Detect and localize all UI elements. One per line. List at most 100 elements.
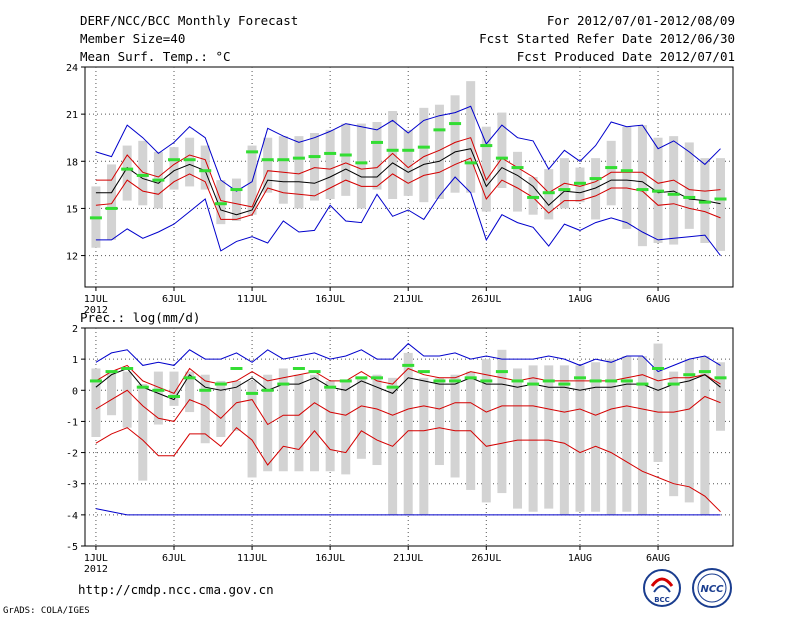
spread-box <box>716 158 726 251</box>
precip-panel-title: Prec.: log(mm/d) <box>80 310 200 325</box>
x-tick-label: 6AUG <box>646 553 670 564</box>
spread-box <box>606 140 616 206</box>
spread-box <box>310 374 320 472</box>
spread-box <box>450 374 460 478</box>
y-tick-label: 2 <box>72 324 78 335</box>
spread-box <box>200 145 210 190</box>
spread-box <box>481 126 491 212</box>
spread-box <box>107 164 117 240</box>
spread-box <box>294 374 304 472</box>
spread-box <box>138 140 148 206</box>
spread-box <box>91 368 101 437</box>
x-tick-label: 1JUL <box>84 294 108 305</box>
x-tick-year: 2012 <box>84 305 108 316</box>
spread-box <box>216 380 226 437</box>
spread-box <box>372 122 382 190</box>
x-tick-label: 21JUL <box>393 294 423 305</box>
y-tick-label: -3 <box>66 480 78 491</box>
spread-box <box>356 123 366 209</box>
ncc-logo: NCC <box>692 568 732 608</box>
logos: BCC NCC <box>643 568 732 608</box>
x-tick-label: 1AUG <box>568 553 592 564</box>
forecast-period: For 2012/07/01-2012/08/09 <box>546 13 735 28</box>
y-tick-label: -5 <box>66 542 78 553</box>
x-tick-label: 11JUL <box>237 553 267 564</box>
spread-box <box>231 178 241 221</box>
spread-box <box>419 377 429 515</box>
spread-box <box>575 167 585 203</box>
variable-label: Mean Surf. Temp.: °C <box>80 49 231 64</box>
series-lower-quartile-line <box>95 157 721 220</box>
spread-box <box>466 81 476 193</box>
plot-frame <box>84 66 734 288</box>
spread-box <box>419 107 429 203</box>
series-upper-quartile-line <box>95 137 721 208</box>
spread-box <box>216 180 226 225</box>
spread-box <box>450 95 460 193</box>
x-tick-label: 1AUG <box>568 294 592 305</box>
spread-box <box>528 177 538 215</box>
series-lower-quartile-line <box>95 389 721 426</box>
y-tick-label: 12 <box>66 252 78 263</box>
spread-box <box>185 137 195 187</box>
spread-box <box>497 349 507 494</box>
series-min-line <box>95 176 721 256</box>
x-tick-label: 26JUL <box>471 553 501 564</box>
spread-box <box>231 380 241 431</box>
spread-box <box>513 368 523 509</box>
series-min-line <box>95 508 721 516</box>
spread-box <box>169 371 179 406</box>
y-tick-label: 0 <box>72 386 78 397</box>
spread-box <box>544 169 554 220</box>
spread-box <box>434 104 444 199</box>
x-tick-year: 2012 <box>84 564 108 575</box>
spread-box <box>122 145 132 201</box>
spread-box <box>434 377 444 466</box>
spread-box <box>200 374 210 444</box>
ncc-logo-text: NCC <box>700 584 724 595</box>
spread-box <box>637 356 647 515</box>
grads-credit: GrADS: COLA/IGES <box>3 606 90 616</box>
spread-box <box>575 365 585 512</box>
spread-box <box>325 129 335 199</box>
bcc-logo-text: BCC <box>654 596 670 604</box>
spread-box <box>669 136 679 245</box>
spread-box <box>263 137 273 193</box>
plot-frame <box>84 327 734 547</box>
y-tick-label: -4 <box>66 511 78 522</box>
x-tick-label: 6JUL <box>162 553 186 564</box>
spread-box <box>169 147 179 190</box>
spread-box <box>684 359 694 503</box>
spread-box <box>591 158 601 220</box>
y-tick-label: -2 <box>66 449 78 460</box>
member-size: Member Size=40 <box>80 31 186 46</box>
x-tick-label: 11JUL <box>237 294 267 305</box>
spread-box <box>700 356 710 515</box>
fcst-started-date: Fcst Started Refer Date 2012/06/30 <box>479 31 735 46</box>
spread-box <box>310 133 320 201</box>
spread-box <box>185 371 195 413</box>
spread-box <box>622 356 632 512</box>
spread-box <box>138 384 148 481</box>
series-lower-outer-line <box>95 427 721 513</box>
x-tick-label: 6JUL <box>162 294 186 305</box>
spread-box <box>388 111 398 199</box>
x-tick-label: 6AUG <box>646 294 670 305</box>
y-tick-label: 21 <box>66 110 78 121</box>
spread-box <box>622 126 632 229</box>
spread-box <box>653 343 663 462</box>
spread-box <box>544 365 554 509</box>
spread-box <box>481 359 491 503</box>
y-tick-label: 18 <box>66 157 78 168</box>
spread-box <box>528 365 538 512</box>
spread-box <box>278 136 288 204</box>
spread-box <box>403 352 413 515</box>
spread-box <box>669 371 679 497</box>
spread-box <box>513 151 523 212</box>
spread-box <box>341 380 351 475</box>
spread-box <box>107 371 117 416</box>
spread-box <box>278 368 288 472</box>
